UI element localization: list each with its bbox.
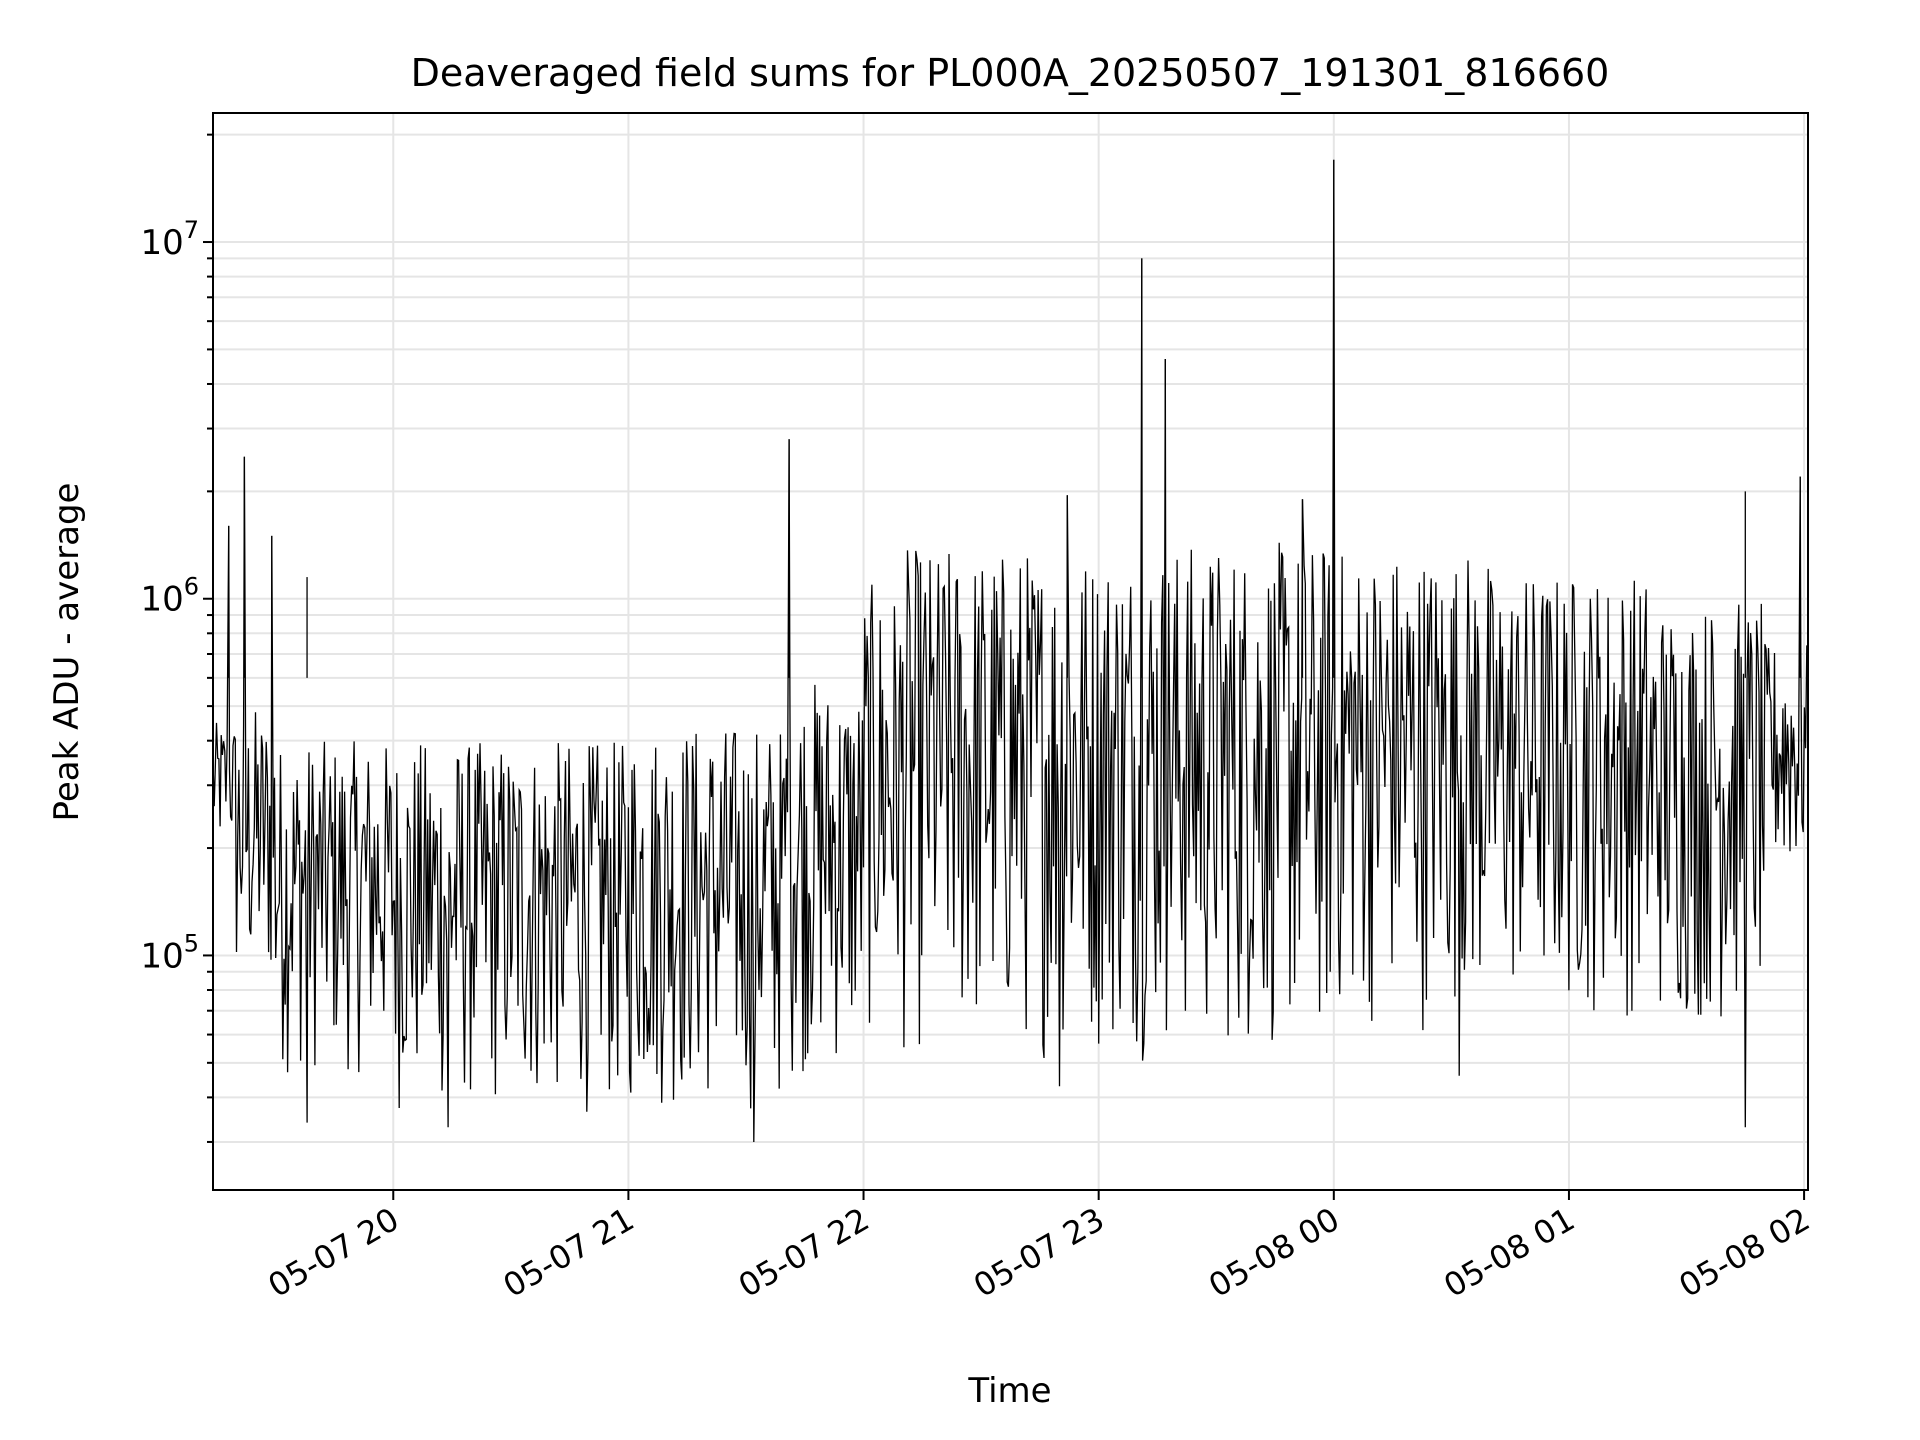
y-tick-base: 10 [140,223,183,263]
chart-title: Deaveraged field sums for PL000A_2025050… [411,51,1610,95]
plot-area [212,159,1809,1143]
y-tick-exponent: 5 [184,929,199,957]
y-tick-label: 106 [140,573,199,620]
y-tick-exponent: 7 [184,216,199,244]
y-tick-base: 10 [140,580,183,620]
axes-frame [212,112,1809,1191]
y-tick-exponent: 6 [184,573,199,601]
y-tick-label: 105 [140,929,199,976]
y-axis-label: Peak ADU - average [47,483,87,822]
y-tick-base: 10 [140,936,183,976]
y-tick-label: 107 [140,216,199,263]
series-line [212,159,1809,1143]
x-axis-label: Time [967,1371,1051,1411]
